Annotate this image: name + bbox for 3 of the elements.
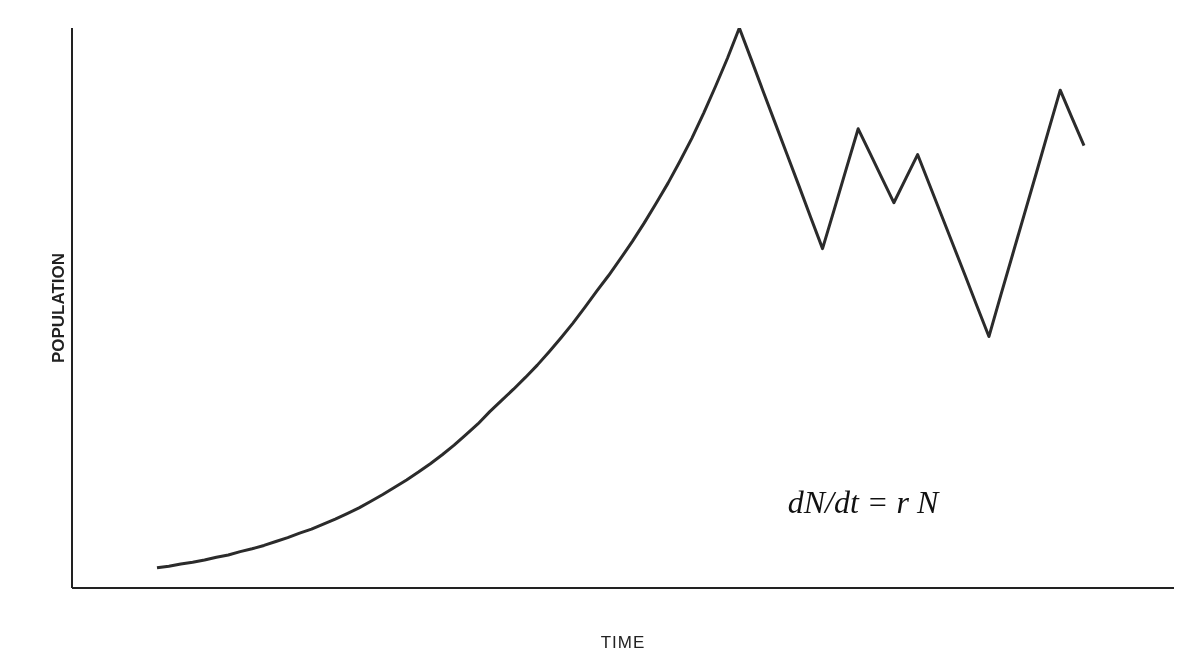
y-axis-title: POPULATION [49,252,69,364]
x-axis-title: TIME [600,633,646,652]
annotation: dN/dt = r N [787,483,939,521]
